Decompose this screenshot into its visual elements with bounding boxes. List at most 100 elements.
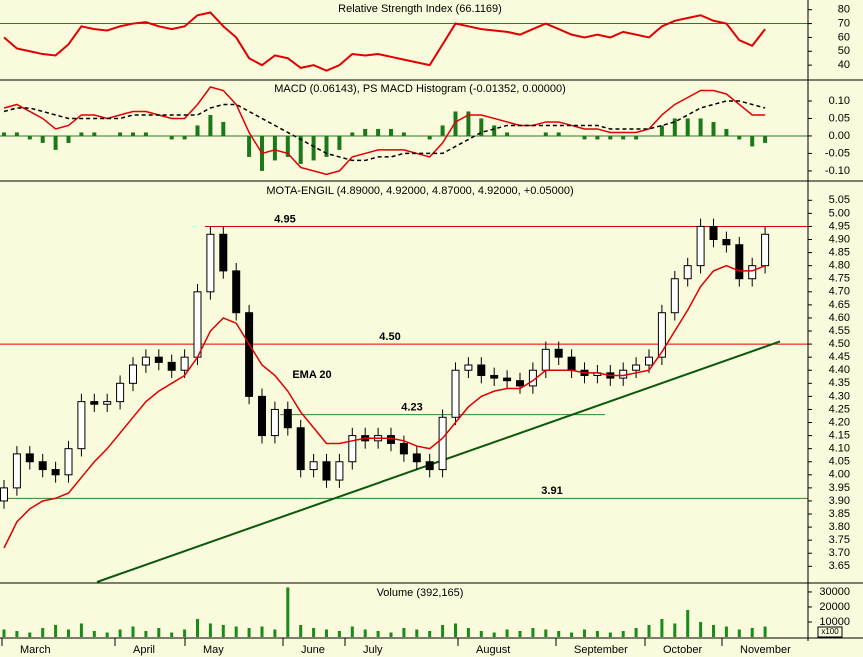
- y-tick-label: 10000: [819, 616, 850, 628]
- candle-body: [761, 233, 770, 267]
- histogram-bar: [621, 135, 626, 140]
- volume-bar: [505, 629, 509, 637]
- candle-body: [193, 291, 202, 358]
- volume-bar: [67, 629, 70, 637]
- histogram-bar: [247, 135, 252, 157]
- volume-bar: [634, 627, 638, 637]
- x-tick-label: May: [203, 644, 224, 656]
- volume-bar: [54, 624, 58, 637]
- candle-body: [516, 380, 524, 387]
- histogram-bar: [466, 111, 471, 136]
- candle-body: [645, 356, 653, 366]
- x-tick-label: September: [574, 644, 628, 656]
- histogram-bar: [105, 135, 110, 137]
- candle-body: [464, 364, 473, 371]
- histogram-bar: [92, 132, 97, 136]
- volume-bar: [247, 627, 251, 637]
- histogram-bar: [763, 135, 768, 143]
- candle-body: [554, 348, 563, 358]
- y-tick-label: 3.75: [829, 534, 850, 546]
- volume-bar: [441, 624, 445, 637]
- volume-bar: [389, 632, 393, 637]
- y-tick-label: 3.95: [829, 482, 850, 494]
- volume-bar: [312, 627, 316, 637]
- volume-bar: [492, 632, 496, 637]
- histogram-bar: [118, 132, 123, 136]
- y-tick-label: 5.05: [829, 194, 850, 206]
- candle-body: [387, 435, 395, 444]
- histogram-bar: [79, 132, 84, 136]
- candle-body: [503, 377, 512, 382]
- y-tick-label: 0.00: [829, 130, 850, 142]
- candle-body: [129, 364, 137, 384]
- histogram-bar: [685, 118, 690, 136]
- volume-bar: [712, 624, 715, 637]
- candle-body: [270, 408, 279, 437]
- level-label: 4.95: [274, 213, 295, 225]
- volume-bar: [621, 630, 625, 637]
- volume-bar: [428, 630, 432, 637]
- y-tick-label: 40: [838, 59, 850, 71]
- panel-title: Relative Strength Index (66.1169): [338, 3, 502, 15]
- candle-body: [245, 312, 254, 397]
- histogram-bar: [234, 135, 239, 137]
- y-tick-label: 4.35: [829, 377, 850, 389]
- y-tick-label: 4.55: [829, 325, 850, 337]
- candle-body: [51, 469, 60, 476]
- volume-bar: [518, 630, 522, 637]
- volume-bar: [363, 629, 367, 637]
- y-tick-label: -0.10: [825, 165, 850, 177]
- y-tick-label: 3.85: [829, 508, 850, 520]
- y-tick-label: 4.85: [829, 246, 850, 258]
- histogram-bar: [672, 118, 677, 136]
- candle-body: [632, 364, 641, 371]
- histogram-bar: [389, 128, 393, 136]
- volume-bar: [544, 629, 548, 637]
- volume-bar: [28, 632, 32, 637]
- histogram-bar: [208, 114, 213, 136]
- level-label: 3.91: [541, 485, 562, 497]
- panel-title: MACD (0.06143), PS MACD Histogram (-0.01…: [274, 83, 566, 95]
- histogram-bar: [156, 135, 161, 137]
- candle-body: [348, 435, 357, 463]
- x-tick-label: November: [740, 644, 791, 656]
- x-tick-label: June: [301, 644, 325, 656]
- x-tick-label: October: [663, 644, 702, 656]
- y-tick-label: 4.15: [829, 430, 850, 442]
- candle-body: [232, 270, 241, 314]
- volume-bar: [221, 624, 225, 637]
- y-tick-label: 4.95: [829, 220, 850, 232]
- histogram-bar: [711, 121, 716, 136]
- candle-body: [619, 369, 628, 379]
- x-tick-label: July: [363, 644, 383, 656]
- y-tick-label: 4.90: [829, 233, 850, 245]
- volume-bar: [208, 623, 212, 637]
- volume-bar: [299, 624, 303, 637]
- y-tick-label: 4.00: [829, 469, 850, 481]
- volume-bar: [531, 627, 535, 637]
- y-tick-label: 4.65: [829, 299, 850, 311]
- histogram-bar: [376, 128, 381, 136]
- y-tick-label: 4.30: [829, 390, 850, 402]
- candle-body: [283, 408, 292, 429]
- histogram-bar: [737, 135, 742, 140]
- volume-bar: [402, 627, 406, 637]
- candle-body: [670, 278, 679, 314]
- volume-bar: [763, 626, 767, 637]
- y-tick-label: 3.90: [829, 495, 850, 507]
- volume-bar: [92, 630, 96, 637]
- volume-bar: [608, 632, 612, 637]
- histogram-bar: [2, 132, 6, 136]
- y-tick-label: 4.70: [829, 286, 850, 298]
- histogram-bar: [143, 132, 148, 136]
- candle-body: [722, 239, 731, 246]
- y-tick-label: 4.80: [829, 260, 850, 272]
- histogram-bar: [556, 132, 561, 136]
- panel-title: Volume (392,165): [377, 587, 464, 599]
- volume-bar: [337, 630, 341, 637]
- series-line: [3, 264, 766, 549]
- candle-body: [258, 395, 266, 437]
- series-line: [3, 100, 766, 162]
- candle-body: [141, 356, 150, 366]
- histogram-bar: [659, 125, 664, 136]
